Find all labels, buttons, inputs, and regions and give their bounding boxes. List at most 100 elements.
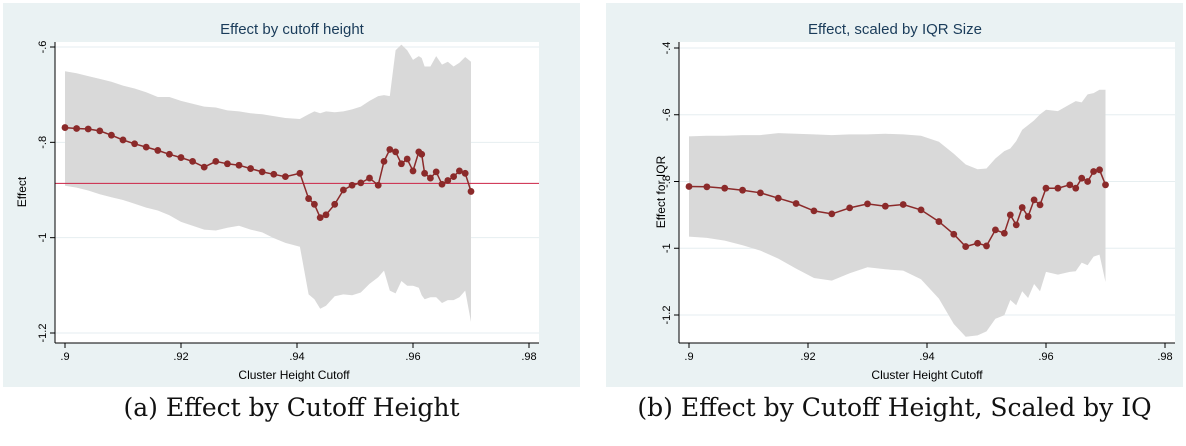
chart-a-ticks: .9 .92 .94 .96 .98 -.6 -.8 -1 -1.2 bbox=[37, 41, 537, 363]
data-point bbox=[1072, 184, 1080, 192]
data-point bbox=[1078, 174, 1086, 182]
data-point bbox=[1084, 178, 1092, 185]
x-tick-label: .94 bbox=[919, 351, 934, 363]
data-point bbox=[864, 200, 871, 208]
data-point bbox=[983, 242, 990, 250]
data-point bbox=[757, 189, 764, 197]
chart-a: Effect by cutoff height .9 .92 .94 .96 .98 -.… bbox=[3, 3, 580, 387]
y-tick-label: -.8 bbox=[661, 175, 673, 188]
data-point bbox=[1066, 181, 1074, 189]
data-point bbox=[418, 150, 426, 158]
confidence-band bbox=[689, 89, 1106, 337]
data-point bbox=[1024, 213, 1032, 220]
chart-b: Effect, scaled by IQR Size .9.92.94.96.9… bbox=[606, 3, 1183, 387]
data-point bbox=[84, 125, 92, 133]
chart-a-y-axis-label: Effect bbox=[15, 176, 29, 207]
data-point bbox=[1000, 229, 1008, 237]
data-point bbox=[235, 161, 243, 169]
data-point bbox=[467, 188, 475, 195]
data-point bbox=[331, 200, 339, 208]
chart-a-x-axis-label: Cluster Height Cutoff bbox=[238, 368, 350, 382]
data-point bbox=[881, 202, 889, 210]
data-point bbox=[398, 160, 405, 168]
data-point bbox=[154, 147, 162, 154]
data-point bbox=[721, 184, 729, 192]
chart-b-title: Effect, scaled by IQR Size bbox=[808, 21, 982, 38]
chart-b-plot-layer bbox=[679, 47, 1175, 337]
data-point bbox=[322, 211, 330, 219]
data-point bbox=[432, 168, 440, 176]
x-tick-label: .96 bbox=[405, 351, 420, 363]
data-point bbox=[950, 230, 958, 238]
chart-panel-b: Effect, scaled by IQR Size .9.92.94.96.9… bbox=[603, 0, 1186, 446]
data-point bbox=[282, 173, 289, 181]
chart-b-x-axis-label: Cluster Height Cutoff bbox=[871, 368, 983, 382]
y-tick-label: -.8 bbox=[37, 136, 49, 149]
data-point bbox=[828, 210, 836, 218]
data-point bbox=[224, 160, 231, 168]
data-point bbox=[374, 181, 382, 189]
data-point bbox=[366, 174, 373, 182]
data-point bbox=[1030, 196, 1038, 204]
data-point bbox=[1054, 184, 1062, 192]
x-tick-label: .92 bbox=[800, 351, 815, 363]
data-point bbox=[992, 226, 999, 234]
data-point bbox=[305, 195, 312, 202]
caption-b: (b) Effect by Cutoff Height, Scaled by I… bbox=[637, 393, 1152, 422]
data-point bbox=[962, 243, 970, 250]
y-tick-label: -1.2 bbox=[37, 324, 49, 343]
data-point bbox=[685, 183, 693, 190]
data-point bbox=[316, 214, 324, 222]
data-point bbox=[421, 169, 428, 177]
data-point bbox=[703, 183, 711, 191]
y-tick-label: -1 bbox=[37, 233, 49, 243]
data-point bbox=[131, 140, 139, 148]
y-tick-label: -1 bbox=[661, 243, 673, 253]
data-point bbox=[357, 179, 365, 187]
data-point bbox=[409, 167, 417, 175]
data-point bbox=[392, 148, 399, 156]
data-point bbox=[340, 186, 347, 194]
data-point bbox=[846, 204, 854, 212]
data-point bbox=[935, 218, 943, 225]
data-point bbox=[1018, 204, 1026, 211]
data-point bbox=[380, 158, 388, 165]
data-point bbox=[450, 173, 457, 181]
y-tick-label: -.6 bbox=[37, 41, 49, 54]
data-point bbox=[810, 207, 818, 215]
x-tick-label: .9 bbox=[60, 351, 69, 363]
chart-a-title: Effect by cutoff height bbox=[220, 21, 365, 38]
data-point bbox=[438, 180, 446, 188]
data-point bbox=[899, 201, 907, 208]
data-point bbox=[348, 181, 356, 189]
data-point bbox=[258, 168, 266, 176]
data-point bbox=[403, 155, 411, 163]
data-point bbox=[177, 154, 185, 161]
data-point bbox=[461, 169, 469, 177]
data-point bbox=[96, 127, 104, 135]
data-point bbox=[1096, 166, 1103, 174]
data-point bbox=[1012, 221, 1020, 229]
x-tick-label: .98 bbox=[521, 351, 536, 363]
data-point bbox=[189, 158, 197, 165]
data-point bbox=[1006, 211, 1014, 219]
data-point bbox=[270, 170, 278, 178]
data-point bbox=[61, 124, 69, 131]
chart-panel-a: Effect by cutoff height .9 .92 .94 .96 .98 -.… bbox=[0, 0, 583, 446]
data-point bbox=[792, 200, 800, 207]
data-point bbox=[212, 158, 220, 165]
caption-a: (a) Effect by Cutoff Height bbox=[123, 393, 460, 422]
data-point bbox=[119, 136, 127, 144]
y-tick-label: -1.2 bbox=[661, 306, 673, 325]
data-point bbox=[427, 174, 434, 182]
data-point bbox=[1090, 168, 1097, 175]
y-tick-label: -.6 bbox=[661, 108, 673, 121]
x-tick-label: .98 bbox=[1157, 351, 1172, 363]
data-point bbox=[247, 165, 255, 172]
data-point bbox=[1102, 181, 1109, 189]
data-point bbox=[1042, 184, 1050, 192]
data-point bbox=[974, 239, 981, 247]
x-tick-label: .96 bbox=[1038, 351, 1053, 363]
chart-b-ticks: .9 .92 .94 .96 .98 -.4 -.6 -.8 -1 -1.2 bbox=[661, 42, 1173, 363]
data-point bbox=[917, 206, 925, 214]
